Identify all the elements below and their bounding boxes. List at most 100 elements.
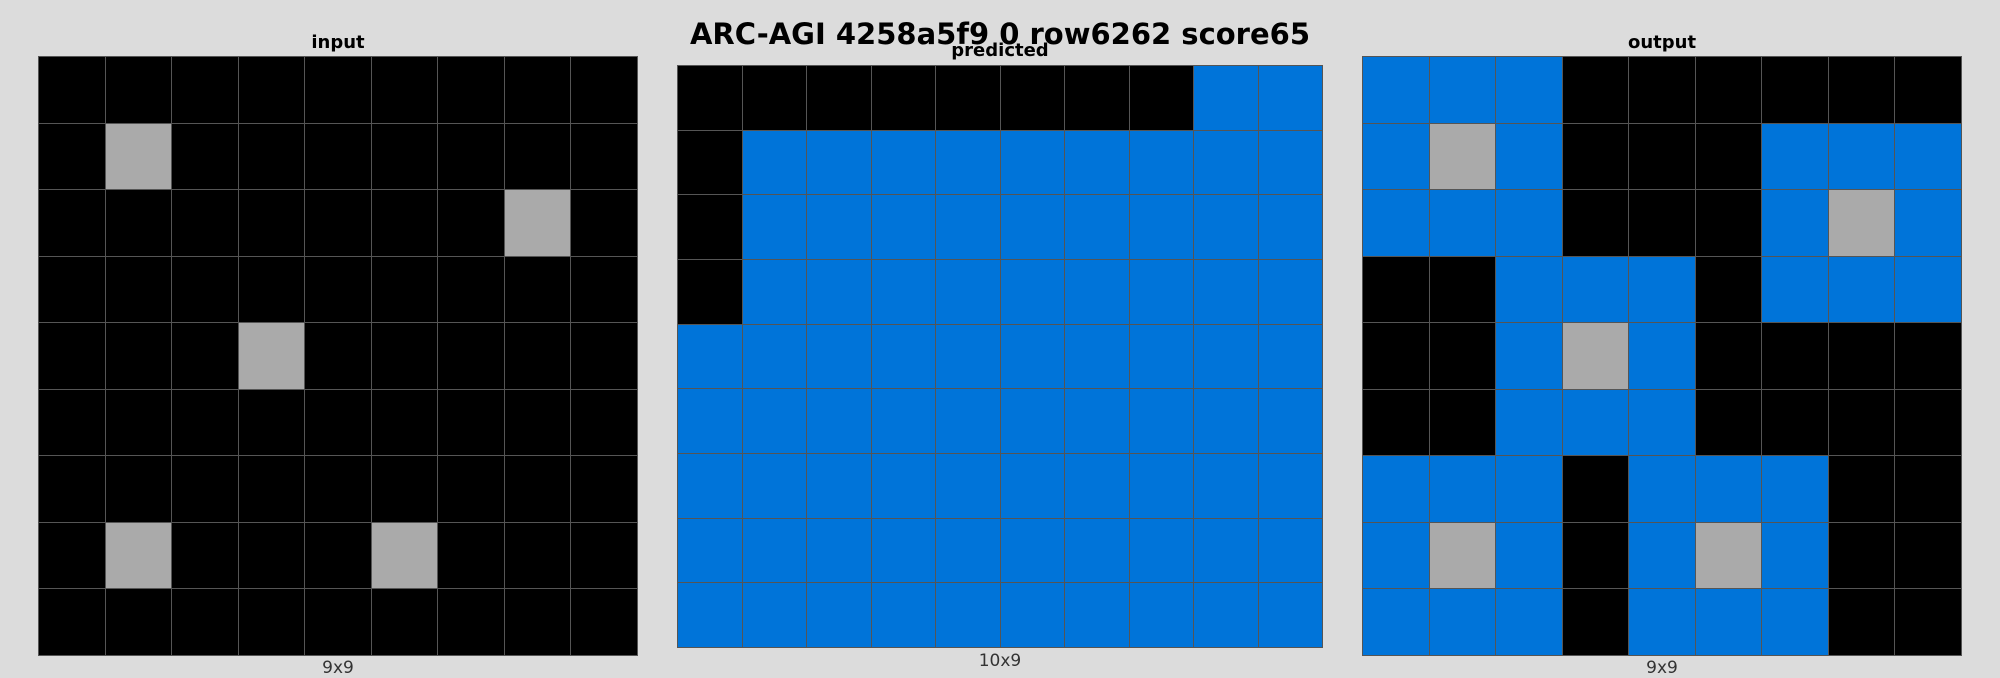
- input-cell-r5-c6: [438, 389, 504, 456]
- input-cell-r5-c3: [238, 389, 305, 456]
- input-cell-r2-c3: [238, 190, 305, 256]
- input-cell-r1-c7: [504, 123, 571, 190]
- predicted-cell-r6-c0: [678, 454, 742, 518]
- predicted-cell-r1-c8: [1194, 130, 1258, 195]
- predicted-cell-r8-c0: [678, 583, 742, 647]
- input-cell-r7-c7: [504, 522, 571, 589]
- input-cell-r1-c8: [571, 123, 637, 190]
- input-cell-r8-c2: [172, 589, 238, 655]
- predicted-cell-r5-c0: [678, 389, 742, 453]
- predicted-cell-r1-c4: [936, 130, 1000, 195]
- predicted-cell-r4-c5: [1000, 324, 1064, 389]
- input-cell-r5-c4: [305, 389, 371, 456]
- predicted-cell-r0-c4: [936, 66, 1000, 130]
- predicted-cell-r3-c0: [678, 260, 742, 324]
- input-cell-r1-c0: [39, 123, 105, 190]
- input-cell-r4-c5: [371, 323, 438, 389]
- output-cell-r0-c1: [1429, 57, 1496, 123]
- predicted-cell-r0-c0: [678, 66, 742, 130]
- input-cell-r2-c6: [438, 190, 504, 256]
- predicted-cell-r4-c9: [1258, 324, 1322, 389]
- predicted-cell-r1-c6: [1065, 130, 1129, 195]
- input-cell-r8-c1: [105, 589, 172, 655]
- input-cell-r8-c5: [371, 589, 438, 655]
- predicted-cell-r5-c1: [742, 389, 806, 453]
- output-cell-r5-c5: [1695, 389, 1762, 456]
- input-cell-r8-c8: [571, 589, 637, 655]
- output-cell-r7-c3: [1562, 522, 1629, 589]
- output-cell-r0-c8: [1895, 57, 1961, 123]
- output-cell-r1-c4: [1629, 123, 1695, 190]
- output-cell-r0-c4: [1629, 57, 1695, 123]
- output-cell-r3-c0: [1363, 256, 1429, 323]
- predicted-cell-r5-c6: [1065, 389, 1129, 453]
- input-cell-r7-c4: [305, 522, 371, 589]
- input-cell-r6-c5: [371, 456, 438, 522]
- predicted-cell-r2-c7: [1129, 195, 1193, 259]
- output-cell-r4-c7: [1828, 323, 1895, 389]
- predicted-cell-r0-c2: [807, 66, 871, 130]
- predicted-cell-r0-c7: [1129, 66, 1193, 130]
- input-cell-r5-c8: [571, 389, 637, 456]
- predicted-cell-r5-c3: [871, 389, 935, 453]
- predicted-cell-r4-c7: [1129, 324, 1193, 389]
- output-cell-r7-c5: [1695, 522, 1762, 589]
- input-cell-r3-c0: [39, 256, 105, 323]
- input-cell-r2-c1: [105, 190, 172, 256]
- input-cell-r8-c3: [238, 589, 305, 655]
- predicted-cell-r0-c1: [742, 66, 806, 130]
- predicted-cell-r8-c3: [871, 583, 935, 647]
- predicted-cell-r6-c9: [1258, 454, 1322, 518]
- input-cell-r8-c0: [39, 589, 105, 655]
- output-cell-r1-c3: [1562, 123, 1629, 190]
- input-cell-r0-c7: [504, 57, 571, 123]
- output-cell-r7-c2: [1496, 522, 1562, 589]
- input-cell-r6-c2: [172, 456, 238, 522]
- predicted-cell-r1-c2: [807, 130, 871, 195]
- predicted-cell-r2-c8: [1194, 195, 1258, 259]
- predicted-cell-r5-c4: [936, 389, 1000, 453]
- predicted-panel-label: predicted: [951, 40, 1049, 61]
- predicted-cell-r3-c8: [1194, 260, 1258, 324]
- output-cell-r6-c6: [1762, 456, 1828, 522]
- output-cell-r8-c1: [1429, 589, 1496, 655]
- predicted-cell-r4-c2: [807, 324, 871, 389]
- predicted-cell-r8-c7: [1129, 583, 1193, 647]
- output-cell-r0-c0: [1363, 57, 1429, 123]
- predicted-cell-r3-c3: [871, 260, 935, 324]
- output-cell-r2-c0: [1363, 190, 1429, 256]
- predicted-cell-r3-c7: [1129, 260, 1193, 324]
- output-cell-r5-c1: [1429, 389, 1496, 456]
- input-cell-r1-c2: [172, 123, 238, 190]
- predicted-cell-r2-c9: [1258, 195, 1322, 259]
- predicted-cell-r5-c2: [807, 389, 871, 453]
- output-cell-r6-c5: [1695, 456, 1762, 522]
- input-cell-r6-c0: [39, 456, 105, 522]
- output-cell-r2-c5: [1695, 190, 1762, 256]
- output-cell-r1-c1: [1429, 123, 1496, 190]
- predicted-cell-r6-c5: [1000, 454, 1064, 518]
- output-cell-r2-c6: [1762, 190, 1828, 256]
- output-cell-r8-c2: [1496, 589, 1562, 655]
- output-cell-r4-c4: [1629, 323, 1695, 389]
- input-cell-r3-c4: [305, 256, 371, 323]
- input-cell-r3-c5: [371, 256, 438, 323]
- predicted-cell-r3-c5: [1000, 260, 1064, 324]
- output-cell-r6-c4: [1629, 456, 1695, 522]
- output-cell-r7-c8: [1895, 522, 1961, 589]
- output-cell-r2-c1: [1429, 190, 1496, 256]
- predicted-cell-r7-c3: [871, 518, 935, 583]
- input-cell-r3-c1: [105, 256, 172, 323]
- output-cell-r4-c5: [1695, 323, 1762, 389]
- output-cell-r4-c3: [1562, 323, 1629, 389]
- predicted-cell-r3-c4: [936, 260, 1000, 324]
- output-cell-r2-c8: [1895, 190, 1961, 256]
- input-cell-r8-c4: [305, 589, 371, 655]
- output-cell-r8-c4: [1629, 589, 1695, 655]
- input-cell-r2-c8: [571, 190, 637, 256]
- predicted-cell-r4-c8: [1194, 324, 1258, 389]
- predicted-cell-r0-c8: [1194, 66, 1258, 130]
- predicted-cell-r7-c1: [742, 518, 806, 583]
- input-cell-r0-c4: [305, 57, 371, 123]
- input-cell-r6-c3: [238, 456, 305, 522]
